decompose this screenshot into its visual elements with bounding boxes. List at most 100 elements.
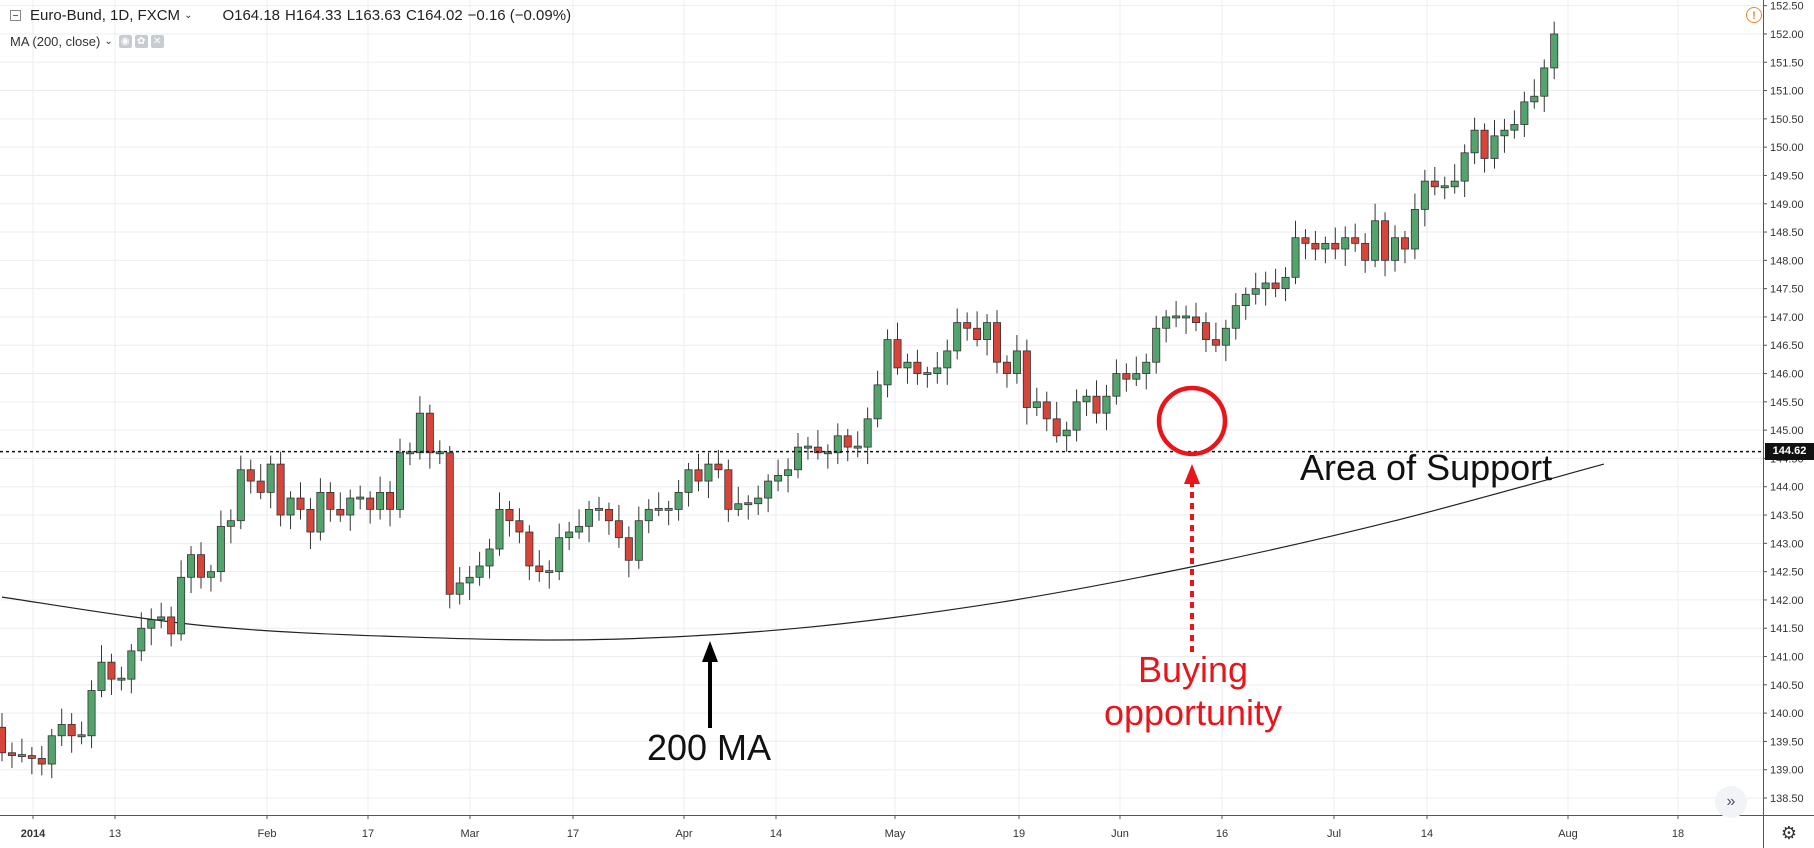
candle-up (455, 582, 464, 595)
x-tick-label: Aug (1558, 828, 1578, 840)
chevron-down-icon[interactable]: ⌄ (184, 10, 193, 21)
y-tick-label: 150.00 (1770, 142, 1804, 154)
candle-up (127, 650, 136, 680)
candle-down (973, 327, 982, 340)
candle-up (1341, 237, 1350, 250)
price-axis[interactable]: 138.50 139.00 139.50 140.00 140.50 141.00 141.… (1763, 0, 1814, 848)
symbol-title[interactable]: Euro-Bund, 1D, FXCM (30, 7, 181, 24)
candle-down (525, 531, 534, 567)
ohlc-low: L163.63 (346, 7, 401, 24)
candle-up (744, 502, 753, 506)
candle-up (1132, 373, 1141, 380)
candle-up (1231, 305, 1240, 329)
candle-up (1550, 33, 1559, 69)
candle-down (425, 412, 434, 454)
ohlc-change: −0.16 (−0.09%) (467, 7, 572, 24)
candle-up (1440, 185, 1449, 189)
close-icon[interactable]: ✕ (150, 35, 164, 48)
x-tick-label: 17 (362, 828, 374, 840)
x-tick-label: 16 (1216, 828, 1228, 840)
candle-up (57, 724, 66, 737)
x-tick-label: May (885, 828, 906, 840)
candle-up (654, 507, 663, 511)
candle-down (0, 726, 6, 754)
candle-up (1082, 395, 1091, 403)
candle-up (1291, 237, 1300, 278)
candle-up (1450, 180, 1459, 188)
ma-arrow-head (702, 641, 718, 662)
candle-up (1162, 316, 1171, 329)
buying-label-line1: Buying (1138, 649, 1248, 690)
ma-label: 200 MA (647, 727, 771, 768)
candle-up (157, 616, 166, 621)
candle-up (1012, 350, 1021, 374)
candle-up (1152, 327, 1161, 363)
eye-icon[interactable]: ◉ (118, 35, 132, 48)
candle-up (1102, 395, 1111, 414)
candle-down (1271, 282, 1280, 290)
candle-down (993, 322, 1002, 363)
candle-down (336, 508, 345, 516)
candle-up (644, 508, 653, 522)
y-tick-label: 139.00 (1770, 765, 1804, 777)
settings-icon[interactable]: ✿ (134, 35, 148, 48)
candle-down (963, 322, 972, 329)
candle-up (555, 537, 564, 573)
indicator-title[interactable]: MA (200, close) (10, 34, 101, 49)
gear-icon[interactable]: ⚙ (1780, 823, 1798, 843)
candle-up (833, 435, 842, 454)
candle-up (236, 469, 245, 522)
candle-down (1331, 242, 1340, 250)
candle-up (823, 451, 832, 455)
y-tick-label: 146.00 (1770, 369, 1804, 381)
candle-up (863, 418, 872, 448)
candle-up (983, 322, 992, 340)
candle-down (326, 491, 335, 510)
y-tick-label: 146.50 (1770, 340, 1804, 352)
candle-down (276, 463, 285, 516)
candle-up (684, 469, 693, 493)
y-tick-label: 147.00 (1770, 312, 1804, 324)
x-tick-label: 13 (109, 828, 121, 840)
candle-up (216, 525, 225, 573)
candles-group (0, 21, 1559, 779)
support-price-tag: 144.62 (1765, 443, 1814, 461)
x-tick-label: 2014 (21, 828, 46, 840)
y-tick-label: 140.00 (1770, 708, 1804, 720)
candle-up (485, 548, 494, 567)
candle-up (754, 497, 763, 505)
candle-down (386, 491, 395, 510)
candle-up (1032, 401, 1041, 408)
candle-up (883, 339, 892, 386)
indicator-chevron-icon[interactable]: ⌄ (104, 36, 113, 47)
x-tick-label: Jul (1327, 828, 1341, 840)
ohlc-close: C164.02 (405, 7, 463, 24)
candle-up (565, 531, 574, 539)
candle-down (1301, 237, 1310, 244)
time-axis[interactable]: 2014 13 Feb 17 Mar 17 Apr 14 May 19 Jun 16 Jul 14 Aug 1… (0, 815, 1814, 840)
candle-down (724, 469, 733, 510)
candle-up (933, 367, 942, 374)
candle-up (1490, 135, 1499, 159)
y-tick-label: 152.50 (1770, 1, 1804, 13)
candle-down (246, 469, 255, 482)
candle-up (794, 446, 803, 471)
warning-icon[interactable]: ! (1746, 7, 1762, 23)
collapse-icon[interactable] (10, 10, 21, 21)
candle-up (97, 661, 106, 691)
candle-up (147, 619, 156, 629)
buying-circle (1156, 385, 1228, 457)
candle-down (505, 508, 514, 522)
y-tick-label: 141.50 (1770, 623, 1804, 635)
candle-up (1182, 315, 1191, 319)
candle-down (604, 508, 613, 522)
candle-up (316, 491, 325, 533)
candle-up (77, 734, 86, 738)
candle-down (196, 554, 205, 578)
candle-down (107, 661, 116, 680)
y-tick-label: 144.00 (1770, 482, 1804, 494)
candle-up (395, 452, 404, 510)
candle-down (694, 469, 703, 482)
scroll-to-realtime-icon[interactable]: » (1715, 786, 1747, 818)
